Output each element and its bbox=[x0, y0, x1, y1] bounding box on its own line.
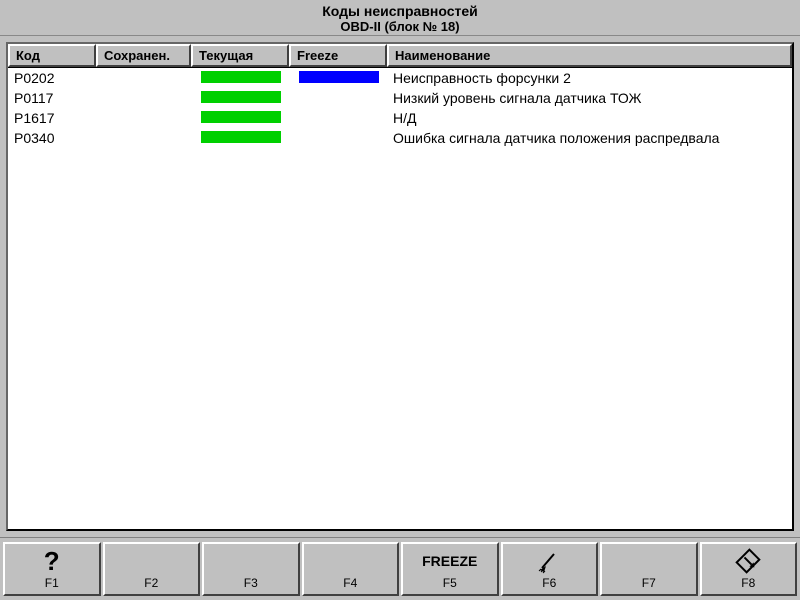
col-header-saved[interactable]: Сохранен. bbox=[96, 44, 191, 67]
col-header-current[interactable]: Текущая bbox=[191, 44, 289, 67]
table-row[interactable]: P1617 Н/Д bbox=[8, 108, 792, 128]
status-freeze bbox=[299, 71, 379, 83]
col-header-freeze[interactable]: Freeze bbox=[289, 44, 387, 67]
cell-code: P0202 bbox=[8, 70, 96, 86]
cell-name: Низкий уровень сигнала датчика ТОЖ bbox=[387, 90, 792, 106]
table-row[interactable]: P0340 Ошибка сигнала датчика положения ра… bbox=[8, 128, 792, 148]
table-header: Код Сохранен. Текущая Freeze Наименовани… bbox=[8, 44, 792, 68]
fkey-f8[interactable]: F8 bbox=[700, 542, 798, 596]
cell-freeze bbox=[289, 70, 387, 86]
cell-name: Н/Д bbox=[387, 110, 792, 126]
fkey-label: F3 bbox=[244, 576, 258, 590]
fkey-label: F5 bbox=[443, 576, 457, 590]
fkey-label: F6 bbox=[542, 576, 556, 590]
fkey-label: F7 bbox=[642, 576, 656, 590]
table-row[interactable]: P0117 Низкий уровень сигнала датчика ТОЖ bbox=[8, 88, 792, 108]
fkey-f1[interactable]: ? F1 bbox=[3, 542, 101, 596]
exit-icon bbox=[735, 548, 761, 574]
status-current bbox=[201, 91, 281, 103]
title-bar: Коды неисправностей OBD-II (блок № 18) bbox=[0, 0, 800, 36]
fkey-bar: ? F1 F2 F3 F4 FREEZE F5 F6 F7 F8 bbox=[0, 537, 800, 600]
question-icon: ? bbox=[44, 548, 60, 574]
fkey-f5[interactable]: FREEZE F5 bbox=[401, 542, 499, 596]
window-subtitle: OBD-II (блок № 18) bbox=[0, 19, 800, 34]
cell-current bbox=[191, 110, 289, 126]
fkey-label: F1 bbox=[45, 576, 59, 590]
fkey-f3[interactable]: F3 bbox=[202, 542, 300, 596]
cell-current bbox=[191, 70, 289, 86]
col-header-name[interactable]: Наименование bbox=[387, 44, 792, 67]
fkey-f7[interactable]: F7 bbox=[600, 542, 698, 596]
table-row[interactable]: P0202 Неисправность форсунки 2 bbox=[8, 68, 792, 88]
fkey-f6[interactable]: F6 bbox=[501, 542, 599, 596]
fkey-label: F2 bbox=[144, 576, 158, 590]
table-body: P0202 Неисправность форсунки 2 P0117 Низкий… bbox=[8, 68, 792, 529]
cell-name: Неисправность форсунки 2 bbox=[387, 70, 792, 86]
cell-name: Ошибка сигнала датчика положения распред… bbox=[387, 130, 792, 146]
status-current bbox=[201, 71, 281, 83]
cell-current bbox=[191, 130, 289, 146]
content-frame: Код Сохранен. Текущая Freeze Наименовани… bbox=[6, 42, 794, 531]
status-current bbox=[201, 131, 281, 143]
fkey-label: F8 bbox=[741, 576, 755, 590]
cell-code: P1617 bbox=[8, 110, 96, 126]
fkey-f4[interactable]: F4 bbox=[302, 542, 400, 596]
col-header-code[interactable]: Код bbox=[8, 44, 96, 67]
broom-icon bbox=[536, 548, 562, 574]
fkey-text: FREEZE bbox=[422, 548, 477, 574]
window-title: Коды неисправностей bbox=[0, 3, 800, 19]
fkey-label: F4 bbox=[343, 576, 357, 590]
cell-code: P0117 bbox=[8, 90, 96, 106]
status-current bbox=[201, 111, 281, 123]
cell-code: P0340 bbox=[8, 130, 96, 146]
cell-current bbox=[191, 90, 289, 106]
fkey-f2[interactable]: F2 bbox=[103, 542, 201, 596]
